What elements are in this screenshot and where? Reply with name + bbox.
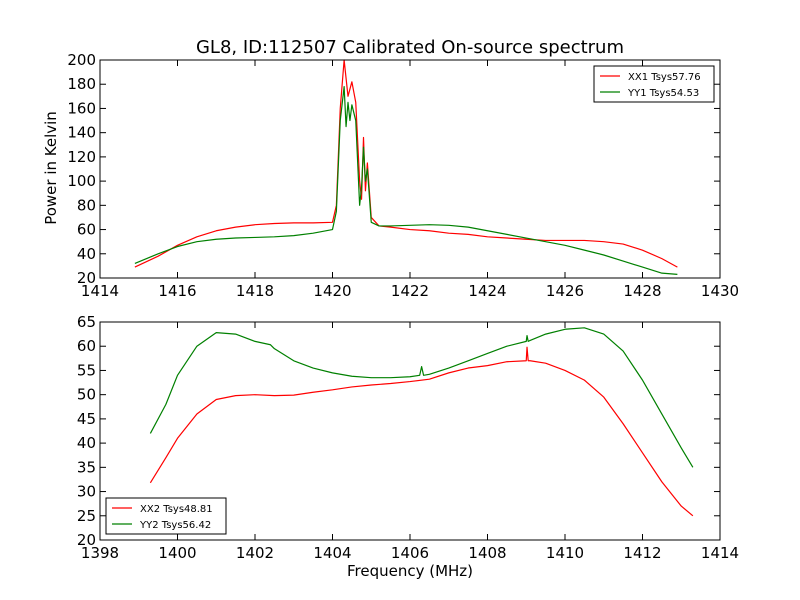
legend-label: XX2 Tsys48.81 [140, 504, 213, 515]
y-tick-label: 25 [77, 507, 96, 525]
y-tick-label: 180 [67, 75, 96, 93]
y-tick-label: 140 [67, 124, 96, 142]
y-tick-label: 40 [77, 245, 96, 263]
x-tick-label: 1414 [701, 544, 739, 562]
y-tick-label: 55 [77, 361, 96, 379]
plot-area-bottom: 1398 1400 1402 1404 1406 1408 1410 1412 1414 20 25… [77, 313, 739, 562]
y-tick-label: 50 [77, 386, 96, 404]
x-tick-label: 1410 [546, 544, 584, 562]
x-tick-label: 1418 [236, 282, 274, 300]
y-tick-label: 30 [77, 483, 96, 501]
series-line-yy2-tsys56-42 [149, 327, 694, 468]
series-line-yy1-tsys54-53 [134, 86, 678, 275]
x-tick-label: 1416 [158, 282, 196, 300]
x-tick-label: 1402 [236, 544, 274, 562]
y-tick-label: 60 [77, 221, 96, 239]
y-tick-label: 45 [77, 410, 96, 428]
legend-box [105, 497, 227, 535]
x-tick-label: 1428 [623, 282, 661, 300]
x-tick-label: 1408 [468, 544, 506, 562]
y-tick-label: 120 [67, 148, 96, 166]
y-tick-label: 80 [77, 196, 96, 214]
x-tick-label: 1406 [391, 544, 429, 562]
x-tick-label: 1404 [313, 544, 351, 562]
x-axis-label: Frequency (MHz) [347, 562, 473, 580]
x-tick-label: 1412 [623, 544, 661, 562]
y-tick-label: 60 [77, 337, 96, 355]
y-tick-label: 160 [67, 99, 96, 117]
legend-label: YY2 Tsys56.42 [139, 520, 211, 531]
y-axis-label: Power in Kelvin [42, 111, 60, 225]
legend: XX1 Tsys57.76 YY1 Tsys54.53 [593, 65, 715, 103]
x-tick-label: 1414 [81, 282, 119, 300]
bottom-chart: Frequency (MHz) 1398 1400 1402 1404 1406 1408… [77, 313, 739, 580]
x-tick-label: 1398 [81, 544, 119, 562]
x-tick-label: 1424 [468, 282, 506, 300]
y-tick-label: 65 [77, 313, 96, 331]
x-tick-label: 1420 [313, 282, 351, 300]
x-tick-label: 1400 [158, 544, 196, 562]
legend: XX2 Tsys48.81 YY2 Tsys56.42 [105, 497, 227, 535]
top-chart: GL8, ID:112507 Calibrated On-source spec… [42, 37, 739, 300]
chart-title: GL8, ID:112507 Calibrated On-source spec… [196, 37, 624, 58]
y-tick-label: 100 [67, 172, 96, 190]
legend-box [593, 65, 715, 103]
series-line-xx2-tsys48-81 [149, 346, 694, 517]
y-tick-label: 200 [67, 51, 96, 69]
y-tick-label: 35 [77, 458, 96, 476]
legend-label: YY1 Tsys54.53 [627, 88, 699, 99]
x-tick-label: 1430 [701, 282, 739, 300]
y-tick-label: 40 [77, 434, 96, 452]
x-tick-label: 1426 [546, 282, 584, 300]
x-tick-label: 1422 [391, 282, 429, 300]
y-tick-label: 20 [77, 269, 96, 287]
legend-label: XX1 Tsys57.76 [628, 72, 701, 83]
y-tick-label: 20 [77, 531, 96, 549]
plot-area-top: 1414 1416 1418 1420 1422 1424 1426 1428 1430 20 40… [67, 51, 739, 300]
